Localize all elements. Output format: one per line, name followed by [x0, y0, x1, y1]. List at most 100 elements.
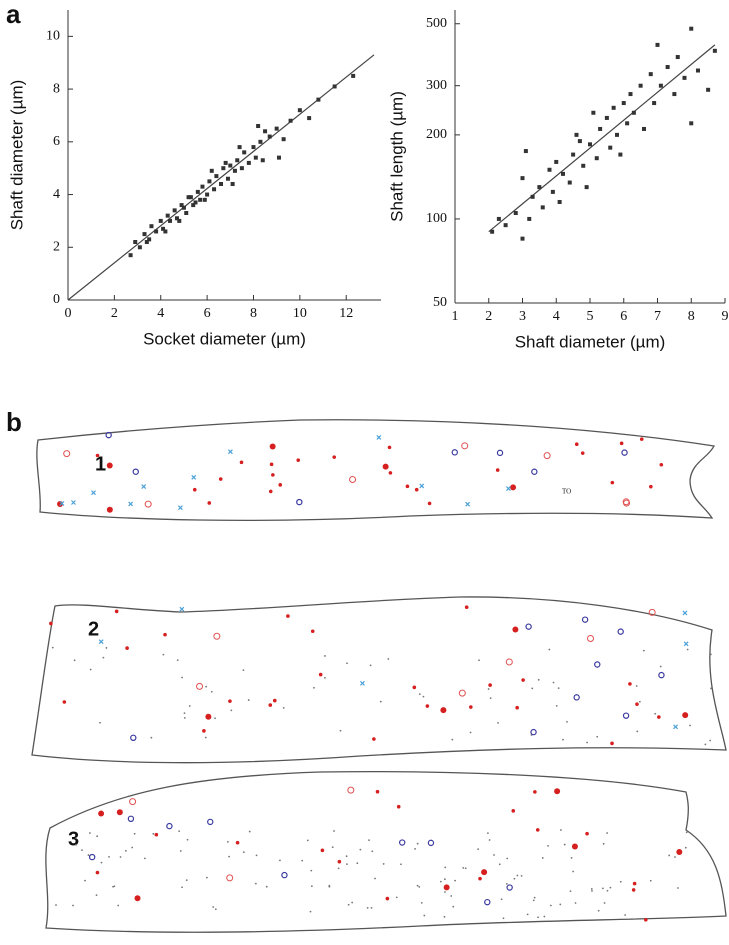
- x-tick-label: 4: [553, 309, 560, 324]
- dot: [345, 855, 348, 858]
- dot: [71, 500, 76, 505]
- dot: [116, 809, 123, 816]
- dot: [636, 730, 639, 733]
- x-tick-label: 6: [204, 306, 211, 321]
- point: [655, 42, 660, 47]
- y-axis-label: Shaft diameter (µm): [7, 80, 26, 231]
- point: [496, 216, 501, 221]
- point: [200, 184, 205, 189]
- point: [195, 189, 200, 194]
- dot: [205, 685, 208, 688]
- point: [540, 205, 545, 210]
- dot: [496, 449, 504, 457]
- point: [225, 176, 230, 181]
- dot: [563, 843, 566, 846]
- dot: [387, 658, 390, 660]
- y-axis-label: Shaft length (µm): [387, 91, 406, 222]
- point: [628, 92, 633, 97]
- point: [638, 83, 643, 88]
- dot: [239, 460, 244, 465]
- dot: [55, 904, 57, 906]
- dot: [99, 721, 101, 724]
- fit-line: [67, 54, 375, 301]
- dot: [119, 856, 122, 858]
- dot: [710, 687, 712, 690]
- dot: [183, 712, 186, 715]
- fit-line: [488, 44, 716, 233]
- y-tick-label: 2: [53, 239, 60, 254]
- point: [604, 115, 609, 120]
- dot: [488, 683, 492, 687]
- dot: [458, 689, 466, 697]
- dot: [649, 879, 652, 882]
- x-tick-label: 12: [339, 306, 353, 321]
- dot: [134, 895, 141, 902]
- point: [161, 226, 166, 231]
- dot: [162, 653, 165, 656]
- x-tick-label: 10: [293, 306, 307, 321]
- dot: [296, 458, 301, 462]
- dot: [537, 916, 539, 919]
- dot: [505, 883, 508, 885]
- dot: [676, 848, 683, 855]
- dot: [502, 917, 505, 920]
- dot: [286, 614, 290, 618]
- point: [577, 139, 582, 144]
- dot: [628, 682, 632, 686]
- point: [561, 171, 565, 176]
- dot: [226, 840, 229, 843]
- dot: [347, 786, 355, 794]
- dot: [212, 906, 215, 908]
- dot: [416, 842, 419, 845]
- dot: [639, 437, 644, 441]
- point: [712, 48, 717, 53]
- point: [316, 97, 321, 102]
- dot: [443, 915, 446, 918]
- point: [689, 121, 694, 126]
- point: [611, 105, 616, 110]
- dot: [682, 712, 689, 719]
- dot: [420, 901, 423, 904]
- outline-label: 2: [88, 618, 99, 640]
- dot: [154, 832, 159, 837]
- dot: [506, 486, 511, 491]
- dot: [351, 901, 354, 904]
- dot: [95, 453, 100, 458]
- dot: [214, 908, 217, 911]
- dot: [495, 468, 500, 472]
- point: [584, 185, 589, 190]
- point: [207, 179, 212, 184]
- x-tick-label: 1: [452, 309, 459, 324]
- dot: [659, 665, 662, 668]
- panel-label: b: [6, 407, 22, 437]
- point: [168, 218, 173, 223]
- dot: [395, 896, 398, 899]
- dot: [374, 877, 376, 880]
- dot: [585, 831, 589, 836]
- dot: [183, 716, 186, 719]
- point: [228, 163, 233, 168]
- dot: [387, 445, 392, 450]
- dot: [204, 736, 207, 739]
- dot: [106, 506, 113, 513]
- dot: [81, 849, 83, 851]
- dot: [649, 484, 653, 489]
- dot: [398, 839, 406, 846]
- dot: [560, 829, 562, 831]
- dot: [265, 885, 268, 888]
- dot: [487, 832, 489, 835]
- dot: [51, 646, 54, 649]
- dot: [572, 870, 575, 873]
- dot: [333, 830, 335, 832]
- dot: [506, 884, 513, 891]
- dot: [682, 610, 688, 616]
- point: [202, 197, 207, 202]
- point: [221, 166, 226, 171]
- dot: [369, 664, 372, 667]
- dot: [366, 906, 369, 909]
- dot: [709, 739, 712, 742]
- point: [288, 118, 293, 123]
- dot: [454, 879, 456, 882]
- dot: [489, 697, 492, 700]
